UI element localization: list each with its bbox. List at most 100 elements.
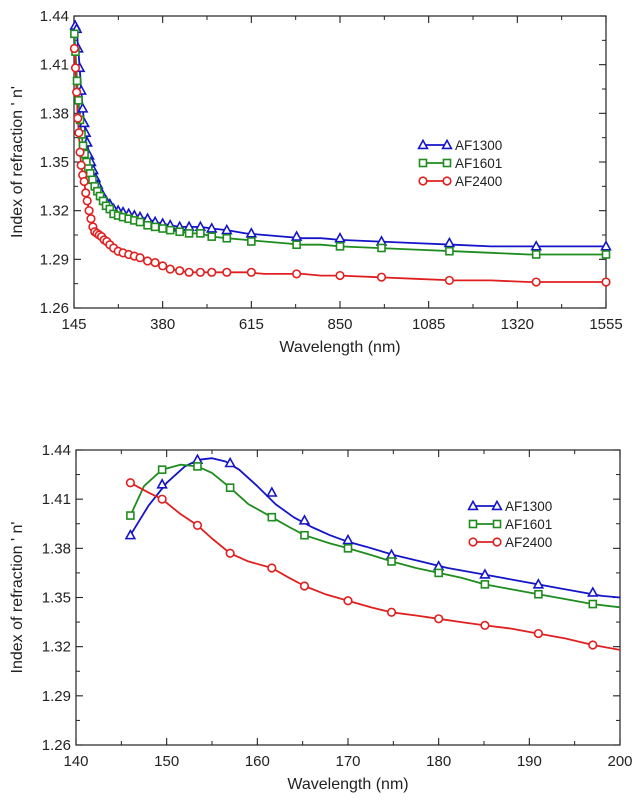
data-point-af1300 (532, 578, 545, 589)
legend: AF1300 AF1601 AF2400 (467, 499, 552, 550)
data-point-af1300 (76, 102, 89, 113)
y-tick-label: 1.38 (40, 105, 69, 122)
x-axis-title: Wavelength (nm) (279, 339, 400, 356)
data-point-af1300 (266, 486, 278, 497)
x-tick-label: 180 (426, 753, 451, 770)
legend-marker (468, 519, 478, 529)
data-point-af2400 (75, 147, 85, 157)
data-point-af2400 (292, 269, 302, 279)
x-tick-label: 160 (245, 753, 270, 770)
data-point-af1300 (191, 453, 204, 465)
data-point-af1300 (290, 230, 303, 241)
y-axis-title: Index of refraction ' n' (9, 522, 26, 674)
x-tick-label: 200 (607, 753, 632, 770)
data-point-af1601 (222, 233, 232, 243)
data-point-af2400 (195, 267, 205, 277)
legend-marker (467, 499, 479, 511)
legend-label-af1300: AF1300 (505, 499, 552, 514)
legend: AF1300 AF1601 AF2400 (417, 138, 502, 189)
legend-marker (441, 138, 453, 150)
data-point-af2400 (82, 196, 92, 206)
data-point-af1601 (377, 243, 386, 253)
data-point-af2400 (135, 253, 145, 263)
data-point-af2400 (158, 261, 168, 271)
series-markers-af2400 (125, 478, 598, 650)
x-tick-label: 615 (239, 316, 264, 333)
x-axis-title: Wavelength (nm) (287, 776, 408, 793)
y-tick-label: 1.35 (42, 590, 71, 607)
legend-label-af1601: AF1601 (455, 156, 502, 171)
x-tick-label: 1555 (589, 316, 622, 333)
data-point-af1601 (343, 544, 353, 553)
data-point-af2400 (299, 581, 310, 591)
y-axis-title: Index of refraction ' n' (9, 86, 26, 238)
data-point-af1601 (135, 217, 145, 227)
data-point-af1300 (600, 240, 612, 251)
data-point-af2400 (533, 628, 544, 639)
legend-marker (492, 537, 502, 547)
x-tick-label: 850 (327, 316, 352, 333)
data-point-af2400 (73, 113, 83, 123)
data-point-af2400 (207, 267, 217, 277)
data-point-af2400 (69, 43, 79, 54)
data-point-af1300 (334, 231, 346, 243)
legend-marker (418, 158, 428, 168)
data-point-af2400 (142, 256, 153, 266)
data-point-af2400 (588, 640, 598, 650)
x-tick-label: 190 (517, 753, 542, 770)
data-point-af1601 (207, 232, 217, 241)
data-point-af2400 (175, 266, 185, 276)
data-point-af2400 (125, 478, 135, 488)
series-markers-af1300 (124, 453, 599, 597)
data-point-af1300 (587, 586, 599, 597)
data-point-af2400 (70, 63, 81, 73)
x-tick-label: 1085 (412, 316, 445, 333)
data-point-af1601 (531, 250, 541, 259)
data-point-af1300 (479, 568, 491, 579)
data-point-af1601 (445, 246, 454, 256)
data-point-af1300 (205, 222, 218, 233)
legend-label-af2400: AF2400 (455, 174, 502, 189)
y-tick-label: 1.32 (42, 639, 71, 656)
data-point-af1601 (157, 465, 167, 474)
data-point-af1300 (443, 236, 456, 248)
bottom-chart: 1.26 1.29 1.32 1.35 1.38 1.41 1.44 140 150 160 170… (9, 442, 633, 793)
legend-label-af1300: AF1300 (455, 138, 502, 153)
legend-label-af2400: AF2400 (505, 535, 552, 550)
y-tick-label: 1.29 (42, 688, 71, 705)
data-point-af2400 (335, 270, 345, 281)
plot-area (129, 457, 620, 651)
data-point-af1601 (193, 462, 202, 471)
series-line-af1300 (74, 24, 606, 248)
data-point-af1601 (175, 227, 184, 237)
data-point-af2400 (74, 128, 84, 138)
data-point-af2400 (225, 548, 235, 558)
data-point-af2400 (343, 596, 353, 606)
x-tick-label: 380 (150, 316, 175, 333)
data-point-af2400 (150, 257, 160, 268)
data-point-af2400 (531, 277, 541, 287)
x-tick-label: 145 (61, 316, 86, 333)
data-point-af1601 (480, 580, 490, 589)
data-point-af1601 (150, 222, 160, 232)
top-chart: 1.26 1.29 1.32 1.35 1.38 1.41 1.44 145 380 615 850… (9, 8, 623, 356)
data-point-af1300 (156, 478, 168, 489)
data-point-af1601 (267, 512, 277, 522)
y-tick-label: 1.29 (40, 251, 69, 268)
data-point-af2400 (76, 160, 86, 170)
data-point-af1601 (335, 242, 345, 251)
legend-label-af1601: AF1601 (505, 517, 552, 532)
data-point-af2400 (79, 176, 89, 187)
data-point-af1300 (432, 560, 445, 571)
data-point-af1300 (245, 227, 258, 238)
data-point-af2400 (86, 214, 96, 224)
data-point-af1601 (126, 511, 135, 520)
data-point-af2400 (157, 494, 167, 504)
legend-marker (442, 176, 452, 186)
data-point-af2400 (84, 206, 94, 216)
data-point-af2400 (386, 607, 397, 617)
x-tick-label: 140 (63, 753, 88, 770)
data-point-af1601 (434, 568, 443, 578)
data-point-af1601 (196, 229, 205, 238)
